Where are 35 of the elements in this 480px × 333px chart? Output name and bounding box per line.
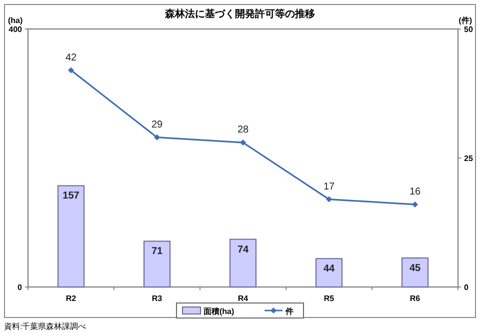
legend-label: 件 (284, 307, 294, 316)
point (154, 134, 160, 140)
bar (230, 238, 256, 288)
data-label: 28 (237, 124, 249, 136)
y2-tick-label: 25 (464, 154, 474, 163)
x-tick-label: R4 (238, 294, 249, 303)
x-tick-label: R6 (410, 294, 421, 303)
data-label: 17 (323, 181, 335, 192)
data-label: 16 (409, 186, 421, 198)
bar (144, 240, 170, 288)
bar (58, 185, 84, 288)
x-tick-label: R2 (66, 294, 77, 303)
chart-title: 森林法に基づく開発許可等の推移 (164, 8, 315, 20)
y-axis-title: (ha) (8, 16, 23, 25)
legend-label: 面積(ha) (202, 307, 234, 316)
data-label: 44 (323, 264, 335, 275)
y2-tick-label: 50 (464, 25, 474, 34)
point (326, 196, 332, 202)
data-label: 45 (409, 262, 421, 274)
data-label: 74 (237, 244, 249, 256)
y2-axis-title: (件) (458, 16, 472, 25)
bar (316, 258, 342, 288)
text: 資料:千葉県森林課調べ (4, 322, 86, 331)
x-tick-label: R3 (152, 294, 163, 303)
bar (402, 257, 428, 288)
data-label: 29 (151, 119, 163, 130)
data-label: 42 (65, 52, 77, 64)
x-tick-label: R5 (324, 294, 335, 303)
point (240, 140, 246, 146)
data-label: 71 (151, 246, 163, 258)
point (68, 67, 74, 74)
y2-tick-label: 0 (464, 283, 469, 292)
data-label: 157 (62, 190, 80, 202)
point (412, 201, 418, 208)
y-tick-label: 400 (8, 25, 23, 34)
